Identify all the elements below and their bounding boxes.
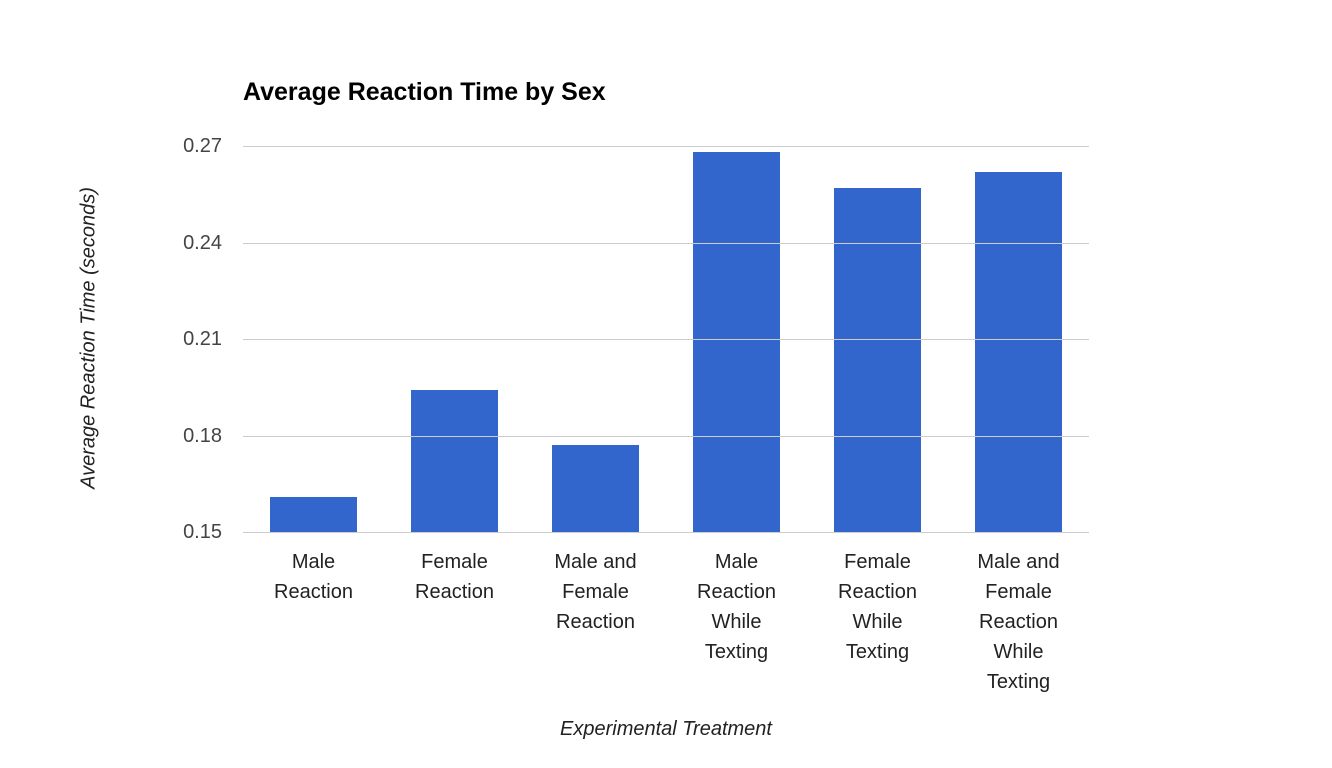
bar-1 (270, 496, 357, 532)
bar-slot (666, 146, 807, 532)
x-tick-label: Male and Female Reaction While Texting (977, 551, 1060, 693)
x-tick-label: Male and Female Reaction (554, 551, 637, 633)
x-tick-label: Male Reaction (274, 551, 353, 603)
x-tick-label: Female Reaction (415, 551, 494, 603)
y-tick-label: 0.15 (183, 521, 222, 543)
bar-slot (525, 146, 666, 532)
bar-slot (948, 146, 1089, 532)
gridline (243, 146, 1089, 147)
gridline (243, 532, 1089, 533)
x-tick-label: Female Reaction While Texting (838, 551, 917, 663)
bar-3 (552, 445, 639, 532)
x-axis-title: Experimental Treatment (560, 718, 772, 740)
gridline (243, 339, 1089, 340)
gridline (243, 242, 1089, 244)
y-tick-label: 0.21 (183, 328, 222, 350)
bar-slot (243, 146, 384, 532)
x-axis-tick-labels: Male Reaction Female Reaction Male and Fem… (243, 547, 1089, 697)
plot-area (243, 146, 1089, 533)
bar-series (243, 146, 1089, 532)
x-tick-label: Male Reaction While Texting (697, 551, 776, 663)
bar-4 (693, 152, 780, 532)
chart-title: Average Reaction Time by Sex (243, 78, 606, 106)
bar-2 (411, 390, 498, 532)
bar-slot (807, 146, 948, 532)
y-tick-label: 0.24 (183, 231, 222, 254)
gridline (243, 435, 1089, 437)
y-tick-label: 0.18 (183, 424, 222, 447)
y-tick-label: 0.27 (183, 135, 222, 157)
bar-slot (384, 146, 525, 532)
bar-5 (834, 187, 921, 532)
bar-6 (975, 171, 1062, 532)
